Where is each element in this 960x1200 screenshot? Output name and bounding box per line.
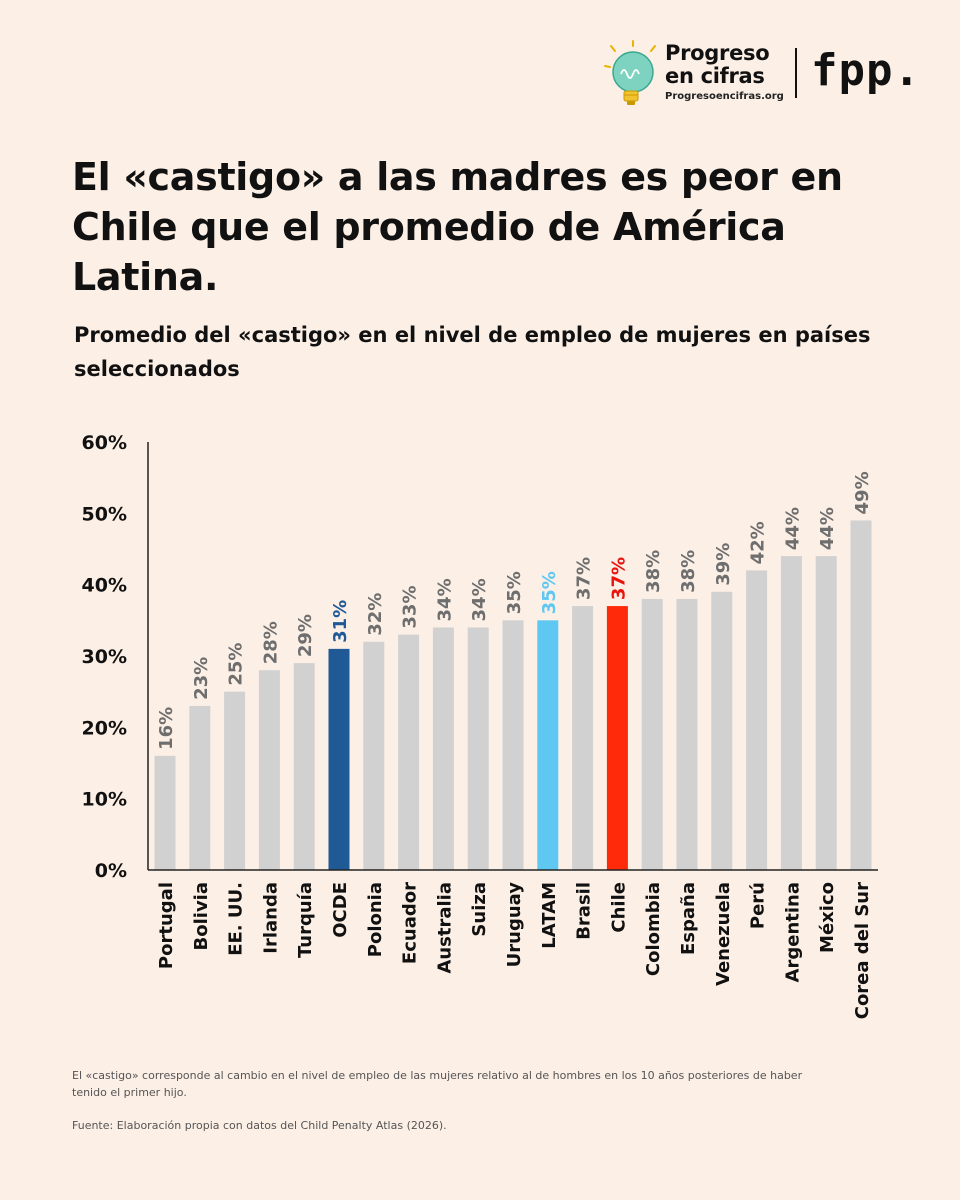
- bar-1: [189, 705, 211, 870]
- x-category-label: Perú: [748, 882, 769, 929]
- bar-2: [224, 691, 246, 870]
- bar-9: [467, 627, 489, 870]
- x-category-label: Argentina: [782, 882, 803, 982]
- bar-3: [258, 670, 280, 870]
- bar-12: [572, 606, 594, 870]
- bar-10: [502, 620, 524, 870]
- bar-value-label: 16%: [156, 707, 177, 750]
- bar-0: [154, 755, 176, 870]
- x-category-label: LATAM: [539, 882, 560, 949]
- bar-11: [537, 620, 559, 870]
- bar-19: [815, 556, 837, 870]
- bar-value-label: 39%: [713, 543, 734, 586]
- bar-value-label: 32%: [365, 593, 386, 636]
- bar-4: [293, 663, 315, 870]
- brand-divider: [795, 48, 797, 98]
- bar-6: [363, 641, 385, 870]
- x-category-label: EE. UU.: [226, 882, 247, 956]
- source-note: Fuente: Elaboración propia con datos del…: [72, 1119, 447, 1132]
- bar-value-label: 44%: [782, 507, 803, 550]
- x-category-label: Australia: [434, 882, 455, 974]
- x-category-label: España: [678, 882, 699, 955]
- brand-url: Progresoencifras.org: [665, 91, 784, 102]
- x-category-label: Polonia: [365, 882, 386, 957]
- y-tick-label: 40%: [82, 575, 127, 597]
- x-category-label: Chile: [608, 882, 629, 933]
- x-category-label: Venezuela: [713, 882, 734, 986]
- y-tick-label: 30%: [82, 646, 127, 668]
- bar-value-label: 31%: [330, 600, 351, 643]
- x-category-label: Ecuador: [400, 882, 421, 964]
- y-tick-label: 60%: [82, 432, 127, 454]
- x-category-label: Portugal: [156, 882, 177, 969]
- bar-value-label: 42%: [748, 521, 769, 564]
- bar-value-label: 44%: [817, 507, 838, 550]
- bar-value-label: 29%: [295, 614, 316, 657]
- x-category-label: Bolivia: [191, 882, 212, 950]
- x-category-label: Suiza: [469, 882, 490, 937]
- brand-text: Progreso en cifras Progresoencifras.org: [665, 41, 784, 103]
- bar-value-label: 25%: [226, 643, 247, 686]
- bar-18: [780, 556, 802, 870]
- x-category-label: Turquía: [295, 882, 316, 958]
- footnote: El «castigo» corresponde al cambio en el…: [72, 1069, 803, 1099]
- chart-title: El «castigo» a las madres es peor en Chi…: [72, 155, 843, 299]
- bar-chart: 0% 10% 20% 30% 40% 50% 60% 16% Portugal 23% Bolivi…: [82, 432, 878, 1019]
- bar-value-label: 38%: [643, 550, 664, 593]
- header-logo: Progreso en cifras Progresoencifras.org …: [603, 40, 933, 112]
- y-tick-label: 20%: [82, 717, 127, 739]
- bar-17: [746, 570, 768, 870]
- bar-value-label: 37%: [574, 557, 595, 600]
- chart-subtitle: Promedio del «castigo» en el nivel de em…: [74, 323, 871, 381]
- bar-value-label: 35%: [504, 571, 525, 614]
- x-category-label: Uruguay: [504, 882, 525, 968]
- x-category-label: Irlanda: [260, 882, 281, 954]
- brand-line-1: Progreso: [665, 41, 770, 65]
- bar-20: [850, 520, 872, 870]
- bar-value-label: 35%: [539, 571, 560, 614]
- bar-value-label: 28%: [260, 621, 281, 664]
- bar-value-label: 33%: [400, 586, 421, 629]
- y-tick-label: 0%: [95, 860, 127, 882]
- y-tick-label: 10%: [82, 789, 127, 811]
- bar-value-label: 37%: [608, 557, 629, 600]
- bar-14: [641, 598, 663, 870]
- bar-value-label: 23%: [191, 657, 212, 700]
- bar-value-label: 38%: [678, 550, 699, 593]
- bar-8: [432, 627, 454, 870]
- bar-13: [606, 606, 628, 870]
- bar-value-label: 34%: [469, 578, 490, 621]
- x-category-label: Brasil: [574, 882, 595, 940]
- bar-value-label: 49%: [852, 471, 873, 514]
- partner-logo: fpp.: [811, 45, 921, 96]
- x-category-label: Colombia: [643, 882, 664, 976]
- bar-15: [676, 598, 698, 870]
- y-tick-label: 50%: [82, 503, 127, 525]
- bar-5: [328, 648, 350, 870]
- bar-value-label: 34%: [434, 578, 455, 621]
- brand-line-2: en cifras: [665, 64, 765, 88]
- x-category-label: México: [817, 882, 838, 953]
- bar-16: [711, 591, 733, 870]
- lightbulb-icon: [604, 40, 656, 105]
- bar-7: [398, 634, 420, 870]
- x-category-label: OCDE: [330, 882, 351, 938]
- x-category-label: Corea del Sur: [852, 882, 873, 1019]
